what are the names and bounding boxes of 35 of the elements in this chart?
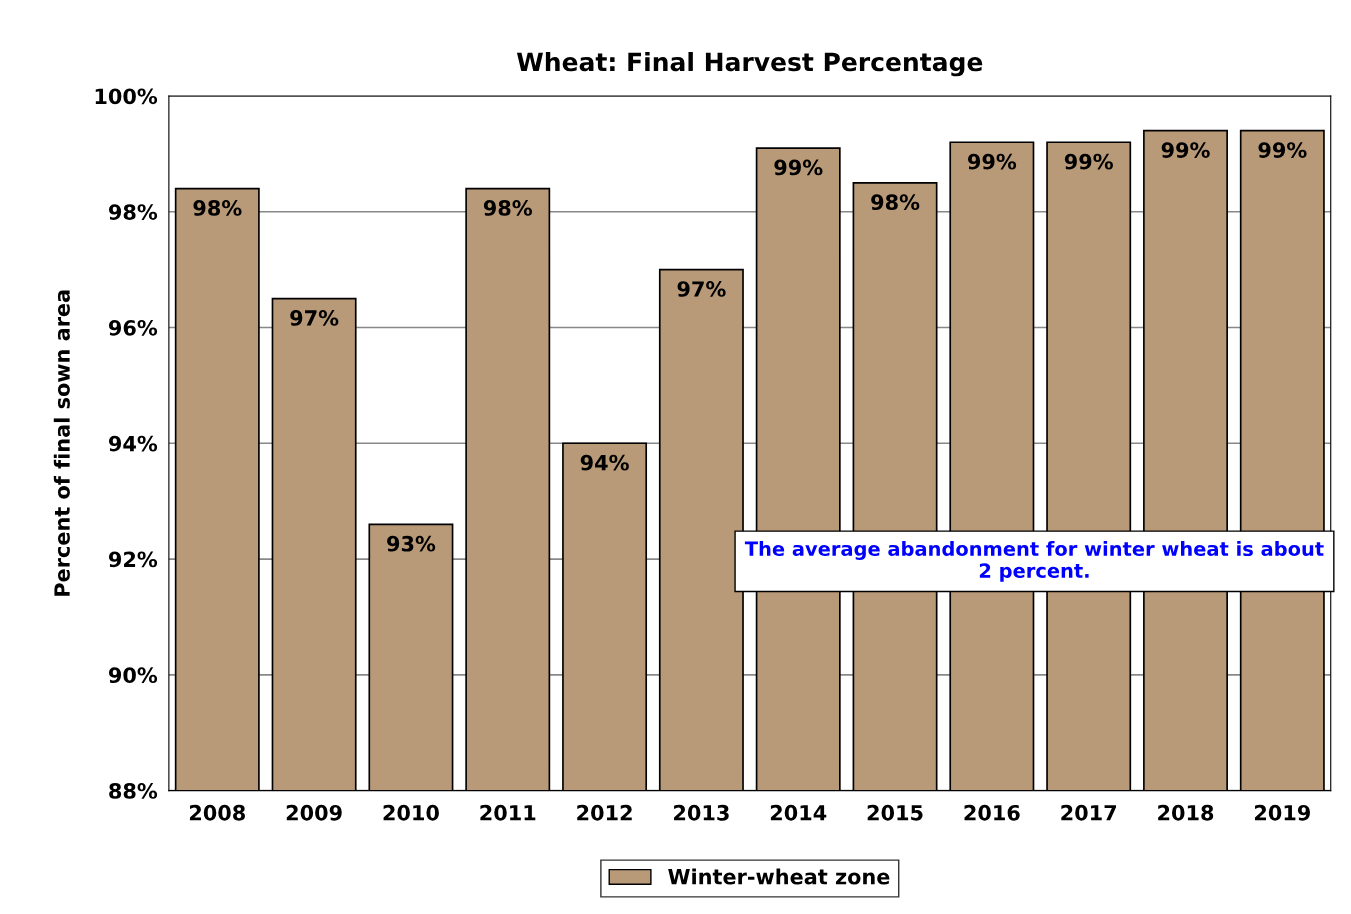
data-label: 98% bbox=[483, 200, 533, 216]
data-label: 99% bbox=[1258, 142, 1307, 158]
x-tick-label: 2010 bbox=[383, 804, 439, 821]
data-label: 97% bbox=[677, 281, 726, 297]
legend-label: Winter-wheat zone bbox=[668, 868, 890, 885]
y-axis-title: Percent of final sown area bbox=[53, 290, 70, 596]
data-label: 99% bbox=[1161, 142, 1210, 158]
data-label: 99% bbox=[774, 159, 823, 176]
chart-title: Wheat: Final Harvest Percentage bbox=[516, 51, 983, 77]
x-tick-label: 2012 bbox=[577, 804, 632, 821]
y-tick-label: 90% bbox=[108, 667, 158, 684]
data-label: 99% bbox=[968, 153, 1017, 170]
data-label: 93% bbox=[387, 535, 436, 552]
y-tick-label: 92% bbox=[108, 551, 158, 568]
x-tick-label: 2009 bbox=[286, 804, 342, 821]
y-tick-label: 98% bbox=[108, 204, 158, 220]
x-tick-label: 2017 bbox=[1061, 804, 1117, 821]
x-tick-label: 2016 bbox=[964, 804, 1020, 821]
y-tick-label: 96% bbox=[108, 319, 158, 336]
x-tick-label: 2011 bbox=[480, 804, 536, 821]
x-tick-label: 2013 bbox=[674, 804, 729, 821]
y-tick-label: 88% bbox=[109, 783, 158, 799]
data-label: 99% bbox=[1064, 153, 1113, 170]
x-tick-label: 2014 bbox=[770, 804, 827, 821]
data-label: 98% bbox=[871, 194, 920, 211]
data-label: 97% bbox=[290, 310, 339, 326]
y-tick-label: 94% bbox=[108, 435, 158, 452]
data-label: 94% bbox=[580, 454, 629, 471]
x-tick-label: 2019 bbox=[1254, 804, 1310, 821]
x-tick-label: 2015 bbox=[867, 804, 923, 821]
x-tick-label: 2018 bbox=[1158, 804, 1214, 821]
annotation: The average abandonment for winter wheat is about 2 percent. bbox=[744, 541, 1324, 582]
y-tick-label: 100% bbox=[95, 88, 158, 105]
x-tick-label: 2008 bbox=[189, 804, 245, 821]
data-label: 98% bbox=[193, 200, 242, 216]
